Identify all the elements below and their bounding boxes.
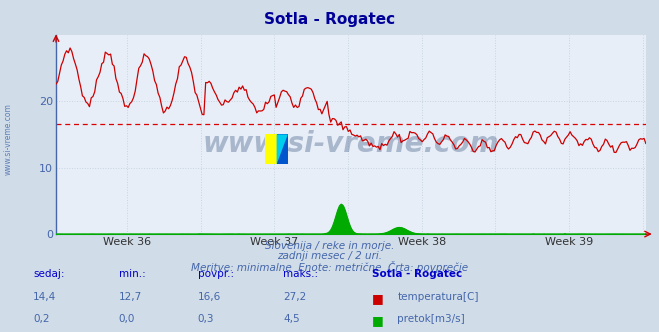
Text: 12,7: 12,7 xyxy=(119,292,142,302)
Text: www.si-vreme.com: www.si-vreme.com xyxy=(203,130,499,158)
Text: pretok[m3/s]: pretok[m3/s] xyxy=(397,314,465,324)
Text: Slovenija / reke in morje.: Slovenija / reke in morje. xyxy=(265,241,394,251)
Bar xyxy=(266,134,277,164)
Text: zadnji mesec / 2 uri.: zadnji mesec / 2 uri. xyxy=(277,251,382,261)
Text: 4,5: 4,5 xyxy=(283,314,300,324)
Text: povpr.:: povpr.: xyxy=(198,269,234,279)
Text: 0,2: 0,2 xyxy=(33,314,49,324)
Text: Sotla - Rogatec: Sotla - Rogatec xyxy=(372,269,463,279)
Text: 14,4: 14,4 xyxy=(33,292,56,302)
Text: Meritve: minimalne  Enote: metrične  Črta: povprečje: Meritve: minimalne Enote: metrične Črta:… xyxy=(191,261,468,273)
Text: 0,3: 0,3 xyxy=(198,314,214,324)
Text: temperatura[C]: temperatura[C] xyxy=(397,292,479,302)
Text: ■: ■ xyxy=(372,314,384,327)
Text: 27,2: 27,2 xyxy=(283,292,306,302)
Text: www.si-vreme.com: www.si-vreme.com xyxy=(3,104,13,175)
Text: ■: ■ xyxy=(372,292,384,305)
Text: min.:: min.: xyxy=(119,269,146,279)
Text: Sotla - Rogatec: Sotla - Rogatec xyxy=(264,12,395,27)
Bar xyxy=(277,134,288,164)
Text: 16,6: 16,6 xyxy=(198,292,221,302)
Text: 0,0: 0,0 xyxy=(119,314,135,324)
Text: sedaj:: sedaj: xyxy=(33,269,65,279)
Text: maks.:: maks.: xyxy=(283,269,318,279)
Polygon shape xyxy=(277,134,288,164)
